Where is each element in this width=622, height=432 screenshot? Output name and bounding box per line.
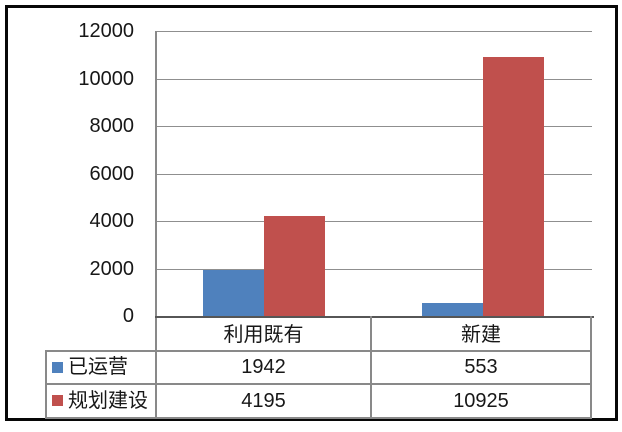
y-tick-label: 2000 bbox=[89, 258, 135, 280]
gridline bbox=[155, 31, 592, 32]
gridline bbox=[155, 126, 592, 127]
y-tick-label: 12000 bbox=[78, 20, 134, 42]
table-vline bbox=[370, 316, 372, 419]
bar-已运营-新建 bbox=[422, 303, 483, 316]
y-tick-label: 0 bbox=[122, 305, 134, 327]
table-hline bbox=[45, 383, 592, 385]
gridline bbox=[155, 221, 592, 222]
table-cell-已运营-利用既有: 1942 bbox=[241, 356, 286, 378]
table-vline bbox=[45, 350, 47, 419]
gridline bbox=[155, 79, 592, 80]
table-cell-规划建设-利用既有: 4195 bbox=[241, 390, 286, 412]
table-cell-规划建设-新建: 10925 bbox=[453, 390, 509, 412]
category-label-新建: 新建 bbox=[461, 324, 501, 346]
gridline bbox=[155, 269, 592, 270]
y-axis-line bbox=[155, 31, 157, 419]
legend-swatch-规划建设 bbox=[52, 395, 63, 406]
table-hline bbox=[45, 350, 592, 352]
x-axis-line bbox=[155, 316, 594, 318]
table-cell-已运营-新建: 553 bbox=[464, 356, 498, 378]
bar-规划建设-新建 bbox=[483, 57, 544, 316]
y-tick-label: 4000 bbox=[89, 210, 135, 232]
y-tick-label: 6000 bbox=[89, 163, 135, 185]
y-tick-label: 8000 bbox=[89, 115, 135, 137]
legend-label-已运营: 已运营 bbox=[68, 356, 128, 378]
category-label-利用既有: 利用既有 bbox=[223, 324, 304, 346]
bar-已运营-利用既有 bbox=[203, 270, 264, 316]
table-hline bbox=[45, 417, 592, 419]
bar-规划建设-利用既有 bbox=[264, 216, 325, 316]
legend-swatch-已运营 bbox=[52, 362, 63, 373]
y-tick-label: 10000 bbox=[78, 68, 134, 90]
table-vline bbox=[590, 316, 592, 419]
legend-label-规划建设: 规划建设 bbox=[68, 390, 148, 412]
gridline bbox=[155, 174, 592, 175]
